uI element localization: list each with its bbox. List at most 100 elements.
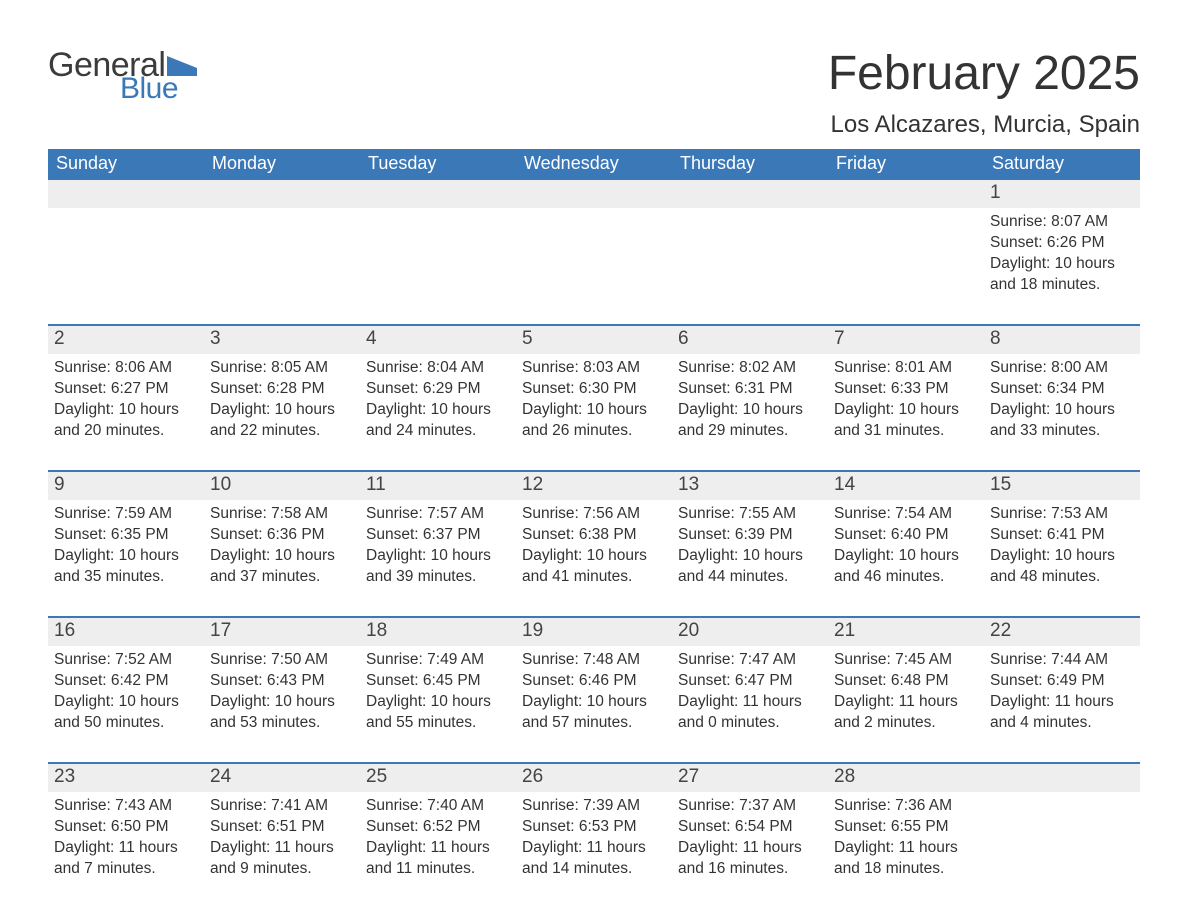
day-day1: Daylight: 11 hours [678,838,820,859]
day-sunset: Sunset: 6:55 PM [834,817,976,838]
day-number: 14 [828,472,984,500]
day-detail: Sunrise: 7:59 AMSunset: 6:35 PMDaylight:… [48,500,204,588]
day-day2: and 2 minutes. [834,713,976,734]
day-sunset: Sunset: 6:45 PM [366,671,508,692]
day-detail: Sunrise: 7:57 AMSunset: 6:37 PMDaylight:… [360,500,516,588]
day-detail: Sunrise: 8:04 AMSunset: 6:29 PMDaylight:… [360,354,516,442]
day-number: 10 [204,472,360,500]
month-title: February 2025 [828,48,1140,101]
day-number-row: 9101112131415 [48,472,1140,500]
day-number [984,764,1140,792]
dow-tuesday: Tuesday [360,149,516,180]
day-day2: and 41 minutes. [522,567,664,588]
day-number: 8 [984,326,1140,354]
day-sunrise: Sunrise: 7:54 AM [834,504,976,525]
day-number: 9 [48,472,204,500]
day-detail: Sunrise: 7:47 AMSunset: 6:47 PMDaylight:… [672,646,828,734]
day-day1: Daylight: 10 hours [366,692,508,713]
day-detail: Sunrise: 7:48 AMSunset: 6:46 PMDaylight:… [516,646,672,734]
day-sunset: Sunset: 6:50 PM [54,817,196,838]
day-day2: and 29 minutes. [678,421,820,442]
day-detail: Sunrise: 7:56 AMSunset: 6:38 PMDaylight:… [516,500,672,588]
day-sunrise: Sunrise: 7:59 AM [54,504,196,525]
day-sunrise: Sunrise: 7:48 AM [522,650,664,671]
day-day2: and 18 minutes. [834,859,976,880]
day-day1: Daylight: 10 hours [990,254,1132,275]
calendar-grid: Sunday Monday Tuesday Wednesday Thursday… [48,149,1140,880]
day-detail: Sunrise: 7:43 AMSunset: 6:50 PMDaylight:… [48,792,204,880]
day-day2: and 7 minutes. [54,859,196,880]
day-sunset: Sunset: 6:49 PM [990,671,1132,692]
day-detail: Sunrise: 8:03 AMSunset: 6:30 PMDaylight:… [516,354,672,442]
day-day2: and 39 minutes. [366,567,508,588]
day-number: 5 [516,326,672,354]
day-day2: and 33 minutes. [990,421,1132,442]
day-number-row: 16171819202122 [48,618,1140,646]
header: General Blue February 2025 Los Alcazares… [48,48,1140,139]
dow-saturday: Saturday [984,149,1140,180]
day-sunrise: Sunrise: 7:43 AM [54,796,196,817]
day-day2: and 48 minutes. [990,567,1132,588]
day-sunset: Sunset: 6:30 PM [522,379,664,400]
day-sunrise: Sunrise: 7:58 AM [210,504,352,525]
day-sunrise: Sunrise: 7:41 AM [210,796,352,817]
dow-wednesday: Wednesday [516,149,672,180]
day-number: 21 [828,618,984,646]
day-number: 24 [204,764,360,792]
day-day2: and 53 minutes. [210,713,352,734]
day-sunset: Sunset: 6:54 PM [678,817,820,838]
day-detail-row: Sunrise: 7:43 AMSunset: 6:50 PM Daylight:… [48,792,1140,880]
day-number: 22 [984,618,1140,646]
day-day1: Daylight: 10 hours [366,546,508,567]
day-day1: Daylight: 11 hours [366,838,508,859]
day-sunrise: Sunrise: 7:47 AM [678,650,820,671]
day-sunset: Sunset: 6:40 PM [834,525,976,546]
weeks-container: 1Sunrise: 8:07 AMSunset: 6:26 PMDaylight… [48,180,1140,880]
day-sunrise: Sunrise: 7:36 AM [834,796,976,817]
day-sunset: Sunset: 6:39 PM [678,525,820,546]
day-day1: Daylight: 10 hours [522,692,664,713]
day-sunset: Sunset: 6:47 PM [678,671,820,692]
day-number [828,180,984,208]
day-sunrise: Sunrise: 7:40 AM [366,796,508,817]
day-sunset: Sunset: 6:29 PM [366,379,508,400]
day-sunset: Sunset: 6:26 PM [990,233,1132,254]
day-sunset: Sunset: 6:48 PM [834,671,976,692]
day-sunrise: Sunrise: 7:37 AM [678,796,820,817]
day-number [48,180,204,208]
day-day2: and 4 minutes. [990,713,1132,734]
day-number: 25 [360,764,516,792]
day-number: 4 [360,326,516,354]
day-sunset: Sunset: 6:28 PM [210,379,352,400]
brand-word2: Blue [120,74,197,104]
day-detail [204,208,360,296]
dow-monday: Monday [204,149,360,180]
day-day1: Daylight: 11 hours [522,838,664,859]
day-number: 18 [360,618,516,646]
day-sunrise: Sunrise: 7:39 AM [522,796,664,817]
day-sunrise: Sunrise: 8:01 AM [834,358,976,379]
day-day2: and 11 minutes. [366,859,508,880]
day-sunset: Sunset: 6:34 PM [990,379,1132,400]
day-detail: Sunrise: 7:40 AMSunset: 6:52 PMDaylight:… [360,792,516,880]
day-number: 26 [516,764,672,792]
day-day1: Daylight: 10 hours [990,400,1132,421]
day-detail: Sunrise: 7:55 AMSunset: 6:39 PMDaylight:… [672,500,828,588]
day-detail: Sunrise: 8:07 AMSunset: 6:26 PMDaylight:… [984,208,1140,296]
day-sunrise: Sunrise: 7:44 AM [990,650,1132,671]
day-day2: and 46 minutes. [834,567,976,588]
day-day1: Daylight: 10 hours [210,400,352,421]
day-day2: and 44 minutes. [678,567,820,588]
day-sunrise: Sunrise: 8:02 AM [678,358,820,379]
day-number: 16 [48,618,204,646]
day-detail [984,792,1140,880]
day-detail: Sunrise: 7:50 AMSunset: 6:43 PMDaylight:… [204,646,360,734]
day-day1: Daylight: 11 hours [210,838,352,859]
day-number: 2 [48,326,204,354]
day-day1: Daylight: 11 hours [678,692,820,713]
day-day2: and 57 minutes. [522,713,664,734]
day-day2: and 18 minutes. [990,275,1132,296]
day-detail: Sunrise: 7:37 AMSunset: 6:54 PMDaylight:… [672,792,828,880]
day-day2: and 14 minutes. [522,859,664,880]
dow-friday: Friday [828,149,984,180]
